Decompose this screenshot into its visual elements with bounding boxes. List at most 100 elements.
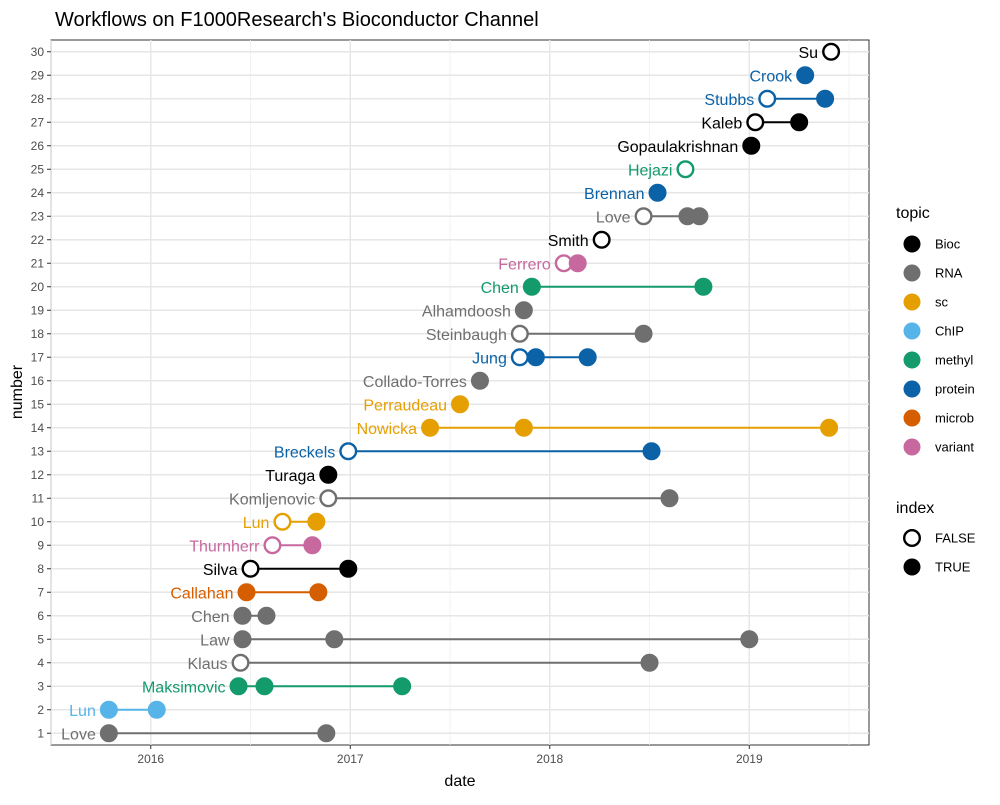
workflow-24: Brennan [584, 183, 667, 203]
workflow-point [263, 536, 282, 555]
workflow-point [694, 277, 713, 296]
y-tick-label: 6 [37, 609, 44, 623]
author-label: Stubbs [704, 92, 754, 109]
workflow-28: Stubbs [704, 89, 835, 109]
topic-legend-label: sc [935, 295, 949, 310]
x-tick-label: 2016 [137, 752, 164, 766]
workflow-15: Perraudeau [363, 395, 469, 414]
workflow-point [648, 183, 667, 202]
topic-legend-label: RNA [935, 266, 963, 281]
workflow-point [510, 348, 529, 367]
legend-layer: topic Bioc RNA sc ChIP methyl protein microb var… [896, 205, 976, 576]
y-tick-label: 20 [31, 280, 45, 294]
y-tick-label: 3 [37, 679, 44, 693]
x-tick-label: 2018 [536, 752, 563, 766]
topic-legend-label: microb [935, 411, 974, 426]
workflow-7: Callahan [170, 583, 328, 602]
topic-legend-key [903, 351, 921, 369]
workflow-point [514, 301, 533, 320]
author-label: Ferrero [498, 256, 551, 273]
y-tick-label: 28 [31, 92, 45, 106]
workflow-27: Kaleb [701, 113, 809, 132]
workflow-point [229, 677, 248, 696]
topic-legend-title: topic [896, 205, 930, 222]
author-label: Turaga [265, 468, 315, 485]
y-tick-label: 8 [37, 562, 44, 576]
topic-legend-label: ChIP [935, 324, 964, 339]
topic-legend-label: methyl [935, 353, 973, 368]
y-tick-label: 10 [31, 515, 45, 529]
author-label: Silva [203, 562, 238, 579]
workflow-point [758, 89, 777, 108]
workflow-point [822, 42, 841, 61]
workflow-point [257, 606, 276, 625]
workflow-point [568, 254, 587, 273]
workflow-1: Love [61, 724, 336, 743]
workflow-10: Lun [243, 512, 326, 532]
workflow-5: Law [200, 630, 759, 649]
workflow-point [319, 489, 338, 508]
topic-legend-key [903, 409, 921, 427]
topic-legend-label: Bioc [935, 237, 961, 252]
x-tick-label: 2017 [337, 752, 364, 766]
workflow-point [231, 653, 250, 672]
index-legend-title: index [896, 500, 934, 517]
y-tick-label: 17 [31, 350, 45, 364]
author-label: Crook [749, 68, 793, 85]
workflow-point [634, 207, 653, 226]
topic-legend-key [903, 264, 921, 282]
y-tick-label: 27 [31, 115, 45, 129]
y-tick-label: 14 [31, 421, 45, 435]
workflow-point [339, 559, 358, 578]
topic-legend-key [903, 235, 921, 253]
workflow-26: Gopaulakrishnan [617, 136, 761, 156]
y-tick-label: 29 [31, 68, 45, 82]
y-tick-label: 1 [37, 726, 44, 740]
workflow-25: Hejazi [628, 160, 695, 179]
y-tick-label: 5 [37, 632, 44, 646]
workflow-point [317, 724, 336, 743]
author-label: Thurnherr [189, 538, 260, 555]
workflow-point [642, 442, 661, 461]
topic-legend-label: protein [935, 382, 975, 397]
workflow-point [660, 489, 679, 508]
y-tick-label: 25 [31, 162, 45, 176]
chart-title: Workflows on F1000Research's Bioconducto… [55, 9, 539, 31]
author-label: Komljenovic [229, 491, 315, 508]
workflow-point [820, 418, 839, 437]
workflow-point [592, 230, 611, 249]
y-tick-label: 21 [31, 256, 45, 270]
workflow-point [510, 324, 529, 343]
workflow-point [514, 418, 533, 437]
workflow-point [233, 606, 252, 625]
workflow-point [746, 113, 765, 132]
author-label: Lun [243, 515, 270, 532]
index-legend-label: FALSE [935, 531, 976, 546]
workflow-point [339, 442, 358, 461]
topic-legend-key [903, 293, 921, 311]
workflow-point [676, 160, 695, 179]
workflow-17: Jung [472, 348, 597, 367]
y-tick-label: 7 [37, 585, 44, 599]
y-tick-label: 16 [31, 374, 45, 388]
axis-layer: 2016 2017 2018 2019123456789101112131415161… [31, 45, 763, 766]
workflow-point [742, 136, 761, 155]
workflow-point [147, 700, 166, 719]
y-tick-label: 15 [31, 397, 45, 411]
workflow-23: Love [596, 207, 709, 226]
workflow-point [233, 630, 252, 649]
workflow-point [241, 559, 260, 578]
workflow-point [99, 700, 118, 719]
topic-legend-label: variant [935, 440, 974, 455]
workflow-22: Smith [548, 230, 611, 250]
author-label: Chen [481, 280, 519, 297]
workflow-point [451, 395, 469, 414]
workflow-point [634, 324, 653, 343]
workflow-point [470, 371, 489, 390]
workflow-6: Chen [191, 606, 276, 626]
author-label: Smith [548, 233, 589, 250]
y-tick-label: 30 [31, 45, 45, 59]
index-legend-label: TRUE [935, 560, 971, 575]
